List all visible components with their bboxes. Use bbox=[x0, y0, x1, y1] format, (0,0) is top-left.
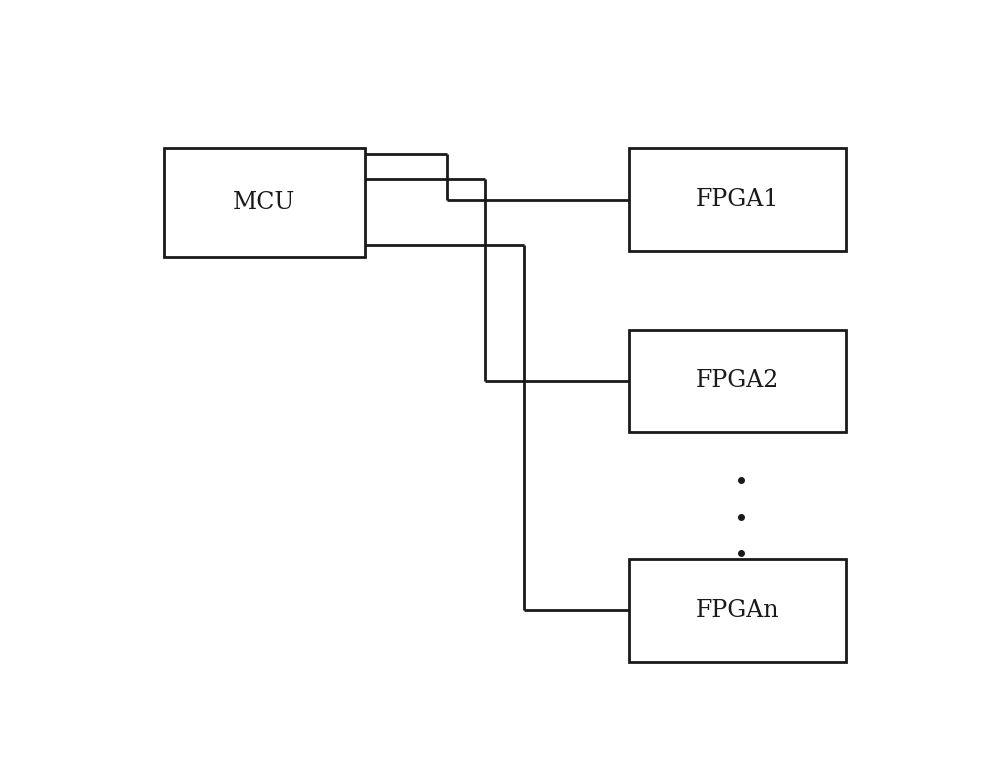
Text: MCU: MCU bbox=[233, 191, 296, 214]
FancyBboxPatch shape bbox=[629, 329, 846, 432]
Text: FPGAn: FPGAn bbox=[696, 599, 779, 622]
FancyBboxPatch shape bbox=[629, 559, 846, 662]
FancyBboxPatch shape bbox=[164, 148, 365, 257]
Text: FPGA2: FPGA2 bbox=[696, 369, 779, 392]
FancyBboxPatch shape bbox=[629, 148, 846, 251]
Text: FPGA1: FPGA1 bbox=[696, 188, 779, 211]
